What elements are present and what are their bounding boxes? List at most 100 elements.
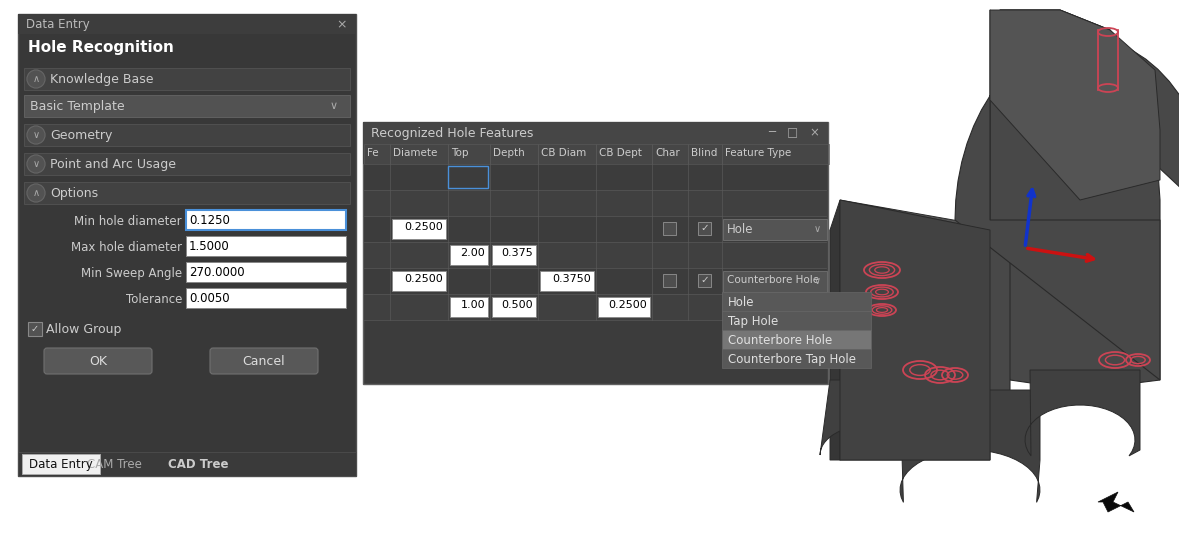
Text: Counterbore Hole: Counterbore Hole	[727, 275, 819, 285]
Text: Min hole diameter: Min hole diameter	[74, 215, 182, 228]
Bar	[448, 166, 488, 188]
Bar	[663, 274, 676, 287]
Text: ∧: ∧	[33, 188, 40, 198]
Bar	[186, 288, 345, 308]
Text: Fe: Fe	[367, 148, 378, 158]
Polygon shape	[1000, 10, 1109, 80]
Text: CAD Tree: CAD Tree	[167, 458, 229, 471]
Bar	[450, 297, 488, 317]
Polygon shape	[830, 230, 1010, 460]
Text: Counterbore Tap Hole: Counterbore Tap Hole	[727, 353, 856, 366]
Bar	[364, 268, 826, 294]
Circle shape	[27, 184, 45, 202]
Text: Hole Recognition: Hole Recognition	[28, 40, 173, 55]
Bar	[363, 122, 828, 144]
Text: Counterbore Hole: Counterbore Hole	[727, 334, 832, 347]
Text: Hole: Hole	[727, 296, 755, 309]
Bar	[364, 190, 826, 216]
Polygon shape	[1098, 492, 1134, 512]
Text: 2.00: 2.00	[460, 248, 485, 258]
Text: Cancel: Cancel	[243, 355, 285, 368]
Bar	[24, 124, 350, 146]
Text: OK: OK	[88, 355, 107, 368]
Text: 270.0000: 270.0000	[189, 266, 244, 279]
Text: ✓: ✓	[700, 223, 710, 233]
Bar	[186, 262, 345, 282]
Text: CAM Tree: CAM Tree	[86, 458, 141, 471]
Text: □: □	[786, 127, 797, 140]
Text: 0.2500: 0.2500	[608, 300, 647, 310]
Text: 0.2500: 0.2500	[404, 222, 443, 232]
FancyBboxPatch shape	[44, 348, 152, 374]
Bar	[652, 144, 689, 164]
Text: 0.0050: 0.0050	[189, 292, 230, 305]
Text: Depth: Depth	[493, 148, 525, 158]
Bar	[24, 95, 350, 117]
Polygon shape	[830, 200, 839, 460]
Bar	[490, 144, 538, 164]
Bar	[723, 219, 826, 240]
Circle shape	[27, 155, 45, 173]
Bar	[391, 219, 446, 239]
Text: Top: Top	[452, 148, 468, 158]
Text: ∨: ∨	[330, 101, 338, 111]
Text: Max hole diameter: Max hole diameter	[71, 241, 182, 254]
Text: Geometry: Geometry	[50, 129, 112, 142]
Text: Recognized Hole Features: Recognized Hole Features	[371, 127, 533, 140]
Text: CB Diam: CB Diam	[541, 148, 586, 158]
Polygon shape	[990, 10, 1160, 200]
Text: 1.00: 1.00	[460, 300, 485, 310]
Text: 0.3750: 0.3750	[552, 274, 591, 284]
Text: Tolerance: Tolerance	[126, 293, 182, 306]
Bar	[540, 271, 594, 291]
Bar	[390, 144, 448, 164]
Bar	[722, 144, 829, 164]
Polygon shape	[821, 380, 920, 460]
Bar	[492, 297, 536, 317]
Bar	[364, 164, 826, 190]
Text: ∨: ∨	[814, 224, 821, 234]
Polygon shape	[839, 200, 990, 460]
Bar	[492, 245, 536, 265]
Text: ✓: ✓	[31, 324, 39, 334]
Text: ∧: ∧	[33, 74, 40, 84]
Text: Diamete: Diamete	[393, 148, 437, 158]
Text: CB Dept: CB Dept	[599, 148, 641, 158]
Text: 1.5000: 1.5000	[189, 240, 230, 253]
Circle shape	[27, 126, 45, 144]
Bar	[448, 144, 490, 164]
Text: Char: Char	[656, 148, 680, 158]
Bar	[538, 144, 597, 164]
Bar	[18, 14, 356, 34]
Bar	[363, 122, 828, 384]
Text: ∨: ∨	[33, 130, 40, 140]
Bar	[18, 452, 356, 476]
Text: Blind: Blind	[691, 148, 717, 158]
Polygon shape	[839, 200, 1010, 230]
Bar	[364, 294, 826, 320]
Bar	[597, 144, 652, 164]
Bar	[722, 292, 871, 311]
Bar	[186, 210, 345, 230]
Polygon shape	[900, 390, 1040, 503]
Text: Allow Group: Allow Group	[46, 323, 121, 336]
Circle shape	[27, 70, 45, 88]
Bar	[364, 242, 826, 268]
Text: 0.1250: 0.1250	[189, 214, 230, 227]
Bar	[663, 222, 676, 235]
Text: ∨: ∨	[814, 276, 821, 286]
Bar	[24, 153, 350, 175]
Text: Min Sweep Angle: Min Sweep Angle	[81, 267, 182, 280]
Polygon shape	[990, 10, 1160, 390]
Bar	[24, 68, 350, 90]
Bar	[723, 271, 826, 292]
Text: Data Entry: Data Entry	[29, 458, 93, 471]
Text: Knowledge Base: Knowledge Base	[50, 73, 153, 86]
Text: ─: ─	[769, 127, 776, 140]
Text: Point and Arc Usage: Point and Arc Usage	[50, 158, 176, 171]
Bar	[698, 274, 711, 287]
Text: ×: ×	[336, 18, 347, 31]
Bar	[598, 297, 650, 317]
Text: 0.500: 0.500	[501, 300, 533, 310]
FancyBboxPatch shape	[210, 348, 318, 374]
